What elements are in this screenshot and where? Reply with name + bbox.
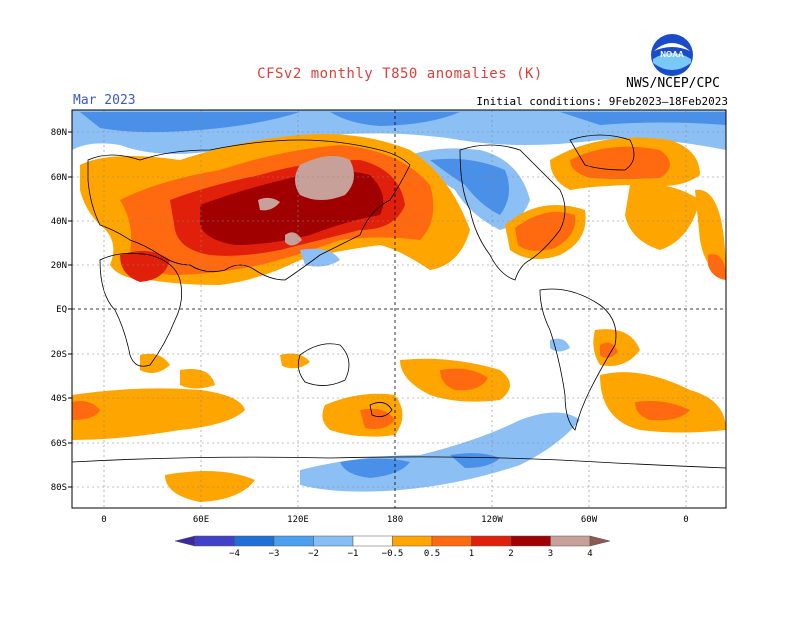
lon-label: 0 [101,515,106,525]
lat-label: 60S [51,439,67,449]
colorbar-swatch [194,535,235,547]
colorbar-label: −2 [308,549,319,559]
colorbar-label: −0.5 [382,549,404,559]
noaa-logo-text: NOAA [660,50,684,59]
lat-label: 20S [51,350,67,360]
lat-label: 80N [51,128,67,138]
initial-conditions: Initial conditions: 9Feb2023–18Feb2023 [476,95,728,108]
lat-label: 20N [51,261,67,271]
lat-label: 80S [51,483,67,493]
latitude-labels: 80N 60N 40N 20N EQ 20S 40S 60S 80S [51,128,72,493]
colorbar-label: 4 [587,549,592,559]
colorbar: −4 −3 −2 −1 −0.5 0.5 1 2 3 4 [174,535,611,559]
colorbar-swatch [234,535,275,547]
map-frame [71,109,727,509]
lon-label: 120W [481,515,503,525]
lon-label: 120E [287,515,309,525]
colorbar-label: 1 [469,549,474,559]
colorbar-label: 0.5 [424,549,440,559]
org-label: NWS/NCEP/CPC [626,76,720,91]
lon-label: 0 [683,515,688,525]
colorbar-swatch [313,535,354,547]
colorbar-swatch [510,535,551,547]
lat-label: 60N [51,173,67,183]
lat-label: 40N [51,217,67,227]
colorbar-label: −4 [229,549,240,559]
lon-label: 60E [193,515,209,525]
colorbar-swatch [550,535,591,547]
lat-label: EQ [56,305,67,315]
lat-label: 40S [51,394,67,404]
anomaly-field [72,110,726,508]
colorbar-swatch [392,535,433,547]
graticule [72,110,726,508]
colorbar-swatch [431,535,472,547]
forecast-period: Mar 2023 [73,93,136,108]
colorbar-swatch [273,535,314,547]
longitude-labels: 0 60E 120E 180 120W 60W 0 [101,515,688,525]
colorbar-swatch [589,535,611,547]
lon-label: 60W [581,515,598,525]
colorbar-swatch [471,535,512,547]
colorbar-label: −3 [269,549,280,559]
colorbar-label: 2 [508,549,513,559]
lon-label: 180 [387,515,403,525]
colorbar-label: 3 [548,549,553,559]
coastlines [72,134,726,469]
colorbar-swatch [352,535,393,547]
colorbar-label: −1 [348,549,359,559]
noaa-logo-icon: NOAA [651,34,693,76]
map-title: CFSv2 monthly T850 anomalies (K) [257,66,543,82]
colorbar-swatch [174,535,196,547]
